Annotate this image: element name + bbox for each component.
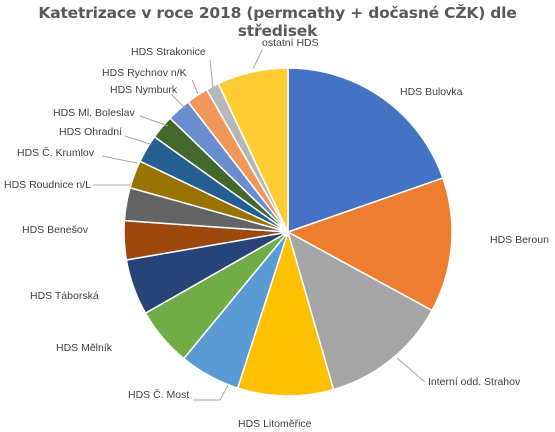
slice-label: HDS Ml. Boleslav xyxy=(53,107,135,119)
slice-label: HDS Táborská xyxy=(30,290,99,302)
slice-label: HDS Roudnice n/L xyxy=(4,179,91,191)
slice-label: HDS Rychnov n/K xyxy=(102,67,187,79)
slice-label: HDS Benešov xyxy=(22,224,89,236)
leader-line xyxy=(191,79,199,95)
leader-line xyxy=(101,155,138,164)
slice-label: HDS Č. Most xyxy=(128,388,189,401)
slice-label: HDS Beroun xyxy=(490,234,549,246)
pie-slice xyxy=(217,67,289,233)
pie-slice xyxy=(236,229,335,397)
leader-line xyxy=(396,357,426,383)
pie-slice xyxy=(286,230,434,391)
slice-label: HDS Nymburk xyxy=(110,84,178,96)
slice-label: HDS Ohradní xyxy=(59,126,122,138)
leader-line xyxy=(252,49,263,70)
slice-label: ostatní HDS xyxy=(262,37,319,49)
slice-label: HDS Mělník xyxy=(56,342,113,354)
pie-slice xyxy=(286,177,453,312)
leader-line xyxy=(139,115,169,127)
leader-line xyxy=(209,59,214,89)
chart-title: Katetrizace v roce 2018 (permcathy + doč… xyxy=(38,4,517,40)
leader-line xyxy=(193,384,229,401)
leader-line xyxy=(170,93,186,109)
slice-label: HDS Č. Krumlov xyxy=(17,146,95,159)
slice-label: HDS Litoměřice xyxy=(238,418,312,430)
slice-label: HDS Strakonice xyxy=(131,46,206,58)
slice-label: HDS Bulovka xyxy=(400,86,463,98)
slice-label: Interní odd. Strahov xyxy=(428,376,521,388)
leader-line xyxy=(124,135,151,145)
